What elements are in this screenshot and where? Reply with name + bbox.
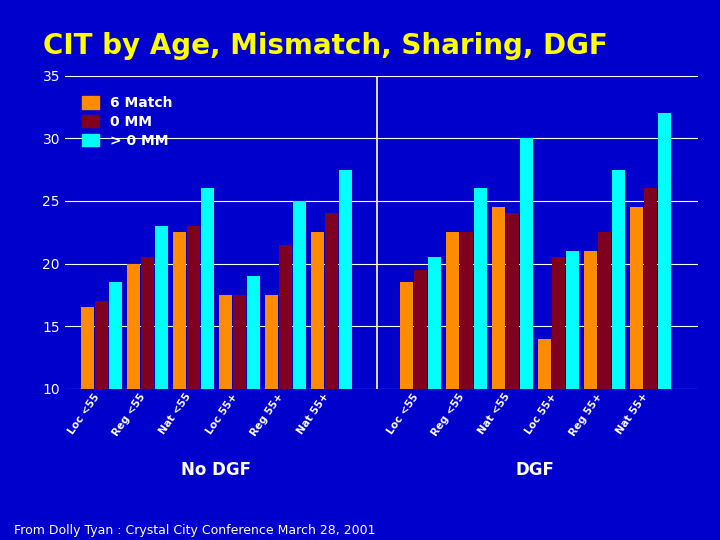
Text: CIT by Age, Mismatch, Sharing, DGF: CIT by Age, Mismatch, Sharing, DGF — [43, 32, 608, 60]
Bar — [428, 257, 441, 389]
Bar — [505, 213, 518, 389]
Bar — [279, 245, 292, 389]
Bar — [201, 188, 214, 389]
Bar — [400, 282, 413, 389]
Bar — [584, 251, 597, 389]
Bar — [155, 226, 168, 389]
Bar — [446, 232, 459, 389]
Bar — [474, 188, 487, 389]
Bar — [247, 276, 260, 389]
Bar — [219, 295, 232, 389]
Bar — [644, 188, 657, 389]
Bar — [233, 295, 246, 389]
Bar — [109, 282, 122, 389]
Bar — [657, 113, 670, 389]
Bar — [414, 270, 427, 389]
Legend: 6 Match, 0 MM, > 0 MM: 6 Match, 0 MM, > 0 MM — [78, 92, 176, 152]
Bar — [538, 339, 551, 389]
Bar — [293, 201, 306, 389]
Bar — [325, 213, 338, 389]
Text: DGF: DGF — [516, 461, 554, 479]
Text: No DGF: No DGF — [181, 461, 251, 479]
Bar — [95, 301, 108, 389]
Bar — [492, 207, 505, 389]
Bar — [127, 264, 140, 389]
Bar — [81, 307, 94, 389]
Bar — [598, 232, 611, 389]
Bar — [187, 226, 200, 389]
Bar — [612, 170, 624, 389]
Text: From Dolly Tyan : Crystal City Conference March 28, 2001: From Dolly Tyan : Crystal City Conferenc… — [14, 524, 376, 537]
Bar — [566, 251, 579, 389]
Bar — [629, 207, 642, 389]
Bar — [311, 232, 324, 389]
Bar — [459, 232, 472, 389]
Bar — [141, 257, 154, 389]
Bar — [552, 257, 564, 389]
Bar — [173, 232, 186, 389]
Bar — [339, 170, 352, 389]
Bar — [265, 295, 278, 389]
Bar — [520, 138, 533, 389]
